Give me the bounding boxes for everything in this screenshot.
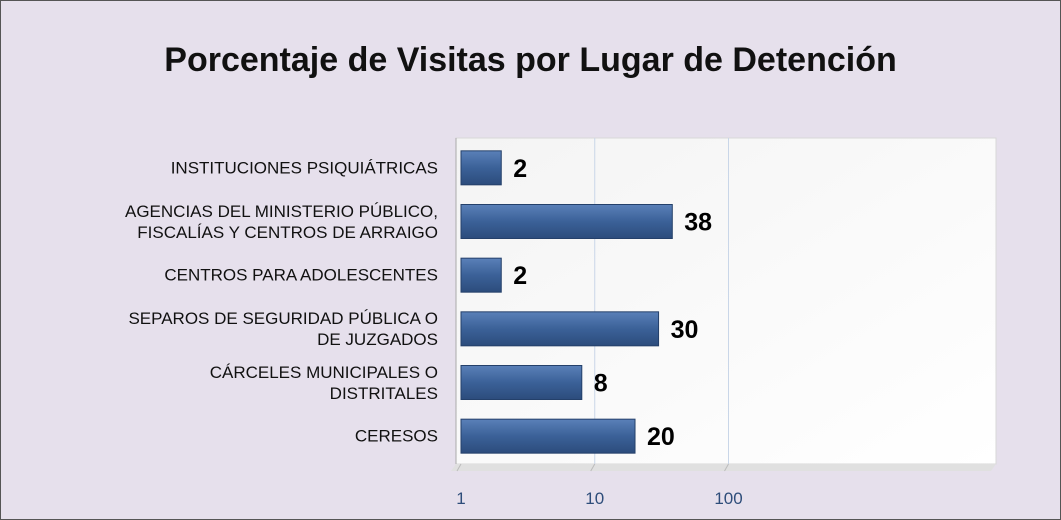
y-tick-label: AGENCIAS DEL MINISTERIO PÚBLICO, FISCALÍ… bbox=[125, 201, 438, 242]
tick-mark bbox=[456, 463, 462, 472]
x-tick-label: 100 bbox=[714, 489, 742, 508]
bar bbox=[460, 311, 660, 347]
data-label: 2 bbox=[513, 262, 527, 290]
bar bbox=[460, 150, 502, 186]
data-label: 30 bbox=[671, 316, 699, 344]
y-tick-label: CERESOS bbox=[354, 426, 438, 446]
bar bbox=[460, 257, 502, 293]
y-tick-label: INSTITUCIONES PSIQUIÁTRICAS bbox=[170, 158, 438, 178]
tick-mark bbox=[724, 463, 729, 472]
plot-area bbox=[455, 137, 997, 465]
bar bbox=[460, 418, 636, 454]
y-tick-label: SEPAROS DE SEGURIDAD PÚBLICA O DE JUZGAD… bbox=[128, 308, 438, 349]
data-label: 38 bbox=[684, 209, 712, 237]
x-tick-label: 10 bbox=[585, 489, 604, 508]
data-label: 20 bbox=[647, 423, 675, 451]
plot-floor bbox=[451, 464, 996, 471]
chart-title: Porcentaje de Visitas por Lugar de Deten… bbox=[164, 41, 897, 79]
data-label: 8 bbox=[594, 370, 608, 398]
bar bbox=[460, 204, 673, 239]
bar bbox=[460, 365, 583, 400]
tick-mark bbox=[590, 463, 596, 472]
y-tick-label: CÁRCELES MUNICIPALES O DISTRITALES bbox=[209, 362, 438, 403]
y-tick-label: CENTROS PARA ADOLESCENTES bbox=[164, 265, 438, 285]
x-tick-label: 1 bbox=[456, 489, 465, 508]
data-label: 2 bbox=[513, 155, 527, 183]
